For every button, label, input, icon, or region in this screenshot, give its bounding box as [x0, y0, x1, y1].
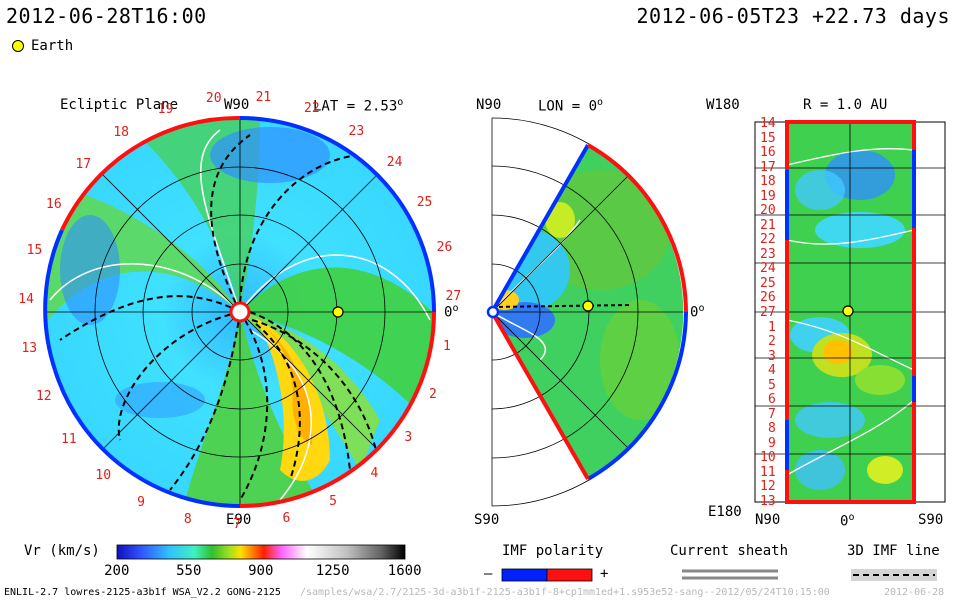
- earth-legend-label: Earth: [31, 38, 74, 54]
- current-sheath-title: Current sheath: [670, 543, 789, 559]
- radial-bottom-label: E180: [708, 504, 742, 520]
- radial-row-label: 19: [760, 188, 776, 204]
- radial-row-label: 15: [760, 130, 776, 146]
- ecliptic-number-label: 2: [428, 386, 437, 402]
- imf3d-title: 3D IMF line: [847, 543, 940, 559]
- radial-row-label: 18: [760, 174, 776, 190]
- ecliptic-number-label: 23: [348, 123, 365, 139]
- timestamp-label: 2012-06-28T16:00: [6, 4, 207, 28]
- ecliptic-number-label: 18: [113, 124, 130, 140]
- imf-minus-label: –: [484, 566, 493, 582]
- ecliptic-number-label: 27: [445, 289, 462, 305]
- ecliptic-lat-label: LAT = 2.53o: [313, 97, 404, 115]
- colorbar-tick-label: 550: [176, 563, 202, 579]
- colorbar-tick-label: 1250: [315, 563, 350, 579]
- ecliptic-right-label: 0o: [444, 303, 459, 321]
- radial-row-label: 22: [760, 232, 776, 248]
- ecliptic-number-label: 10: [95, 467, 112, 483]
- radial-row-label: 6: [768, 392, 776, 408]
- radial-row-label: 7: [768, 406, 776, 422]
- meridional-top-label: N90: [476, 97, 502, 113]
- ecliptic-number-label: 5: [329, 493, 337, 509]
- radial-top-label: W180: [706, 97, 740, 113]
- ecliptic-number-label: 21: [255, 90, 272, 106]
- ecliptic-plane-plot: [43, 115, 436, 508]
- ecliptic-number-label: 25: [416, 194, 433, 210]
- radial-row-label: 1: [768, 319, 776, 335]
- radial-row-label: 2: [768, 334, 776, 350]
- radial-row-label: 12: [760, 479, 776, 495]
- ecliptic-number-label: 4: [370, 466, 379, 482]
- colorbar-tick-label: 1600: [387, 563, 422, 579]
- radial-row-label: 14: [760, 116, 776, 131]
- footer-path: /samples/wsa/2.7/2125-3d-a3b1f-2125-a3b1…: [300, 587, 830, 598]
- ecliptic-number-label: 24: [386, 155, 403, 171]
- radial-row-label: 16: [760, 145, 776, 161]
- meridional-bottom-label: S90: [474, 512, 500, 528]
- radial-row-label: 3: [768, 348, 776, 364]
- meridional-plane-plot: [486, 117, 688, 507]
- ecliptic-number-label: 12: [35, 388, 52, 404]
- colorbar-tick-label: 200: [104, 563, 130, 579]
- ecliptic-number-label: 15: [26, 242, 43, 258]
- radial-row-label: 5: [768, 377, 776, 393]
- radial-row-label: 20: [760, 203, 776, 219]
- ecliptic-top-label: W90: [224, 97, 250, 113]
- colorbar-tick-label: 900: [248, 563, 274, 579]
- radial-r-label: R = 1.0 AU: [803, 97, 888, 113]
- radial-row-label: 11: [760, 464, 776, 480]
- ecliptic-number-label: 17: [75, 157, 92, 173]
- ecliptic-title: Ecliptic Plane: [60, 97, 179, 113]
- earth-marker-icon: [12, 40, 24, 52]
- radial-row-label: 8: [768, 421, 776, 437]
- colorbar-label: Vr (km/s): [24, 543, 100, 559]
- radial-row-label: 25: [760, 275, 776, 291]
- radial-row-label: 24: [760, 261, 776, 277]
- run-info-label: 2012-06-05T23 +22.73 days: [636, 4, 950, 28]
- imf-negative-swatch: [501, 568, 548, 582]
- radial-row-label: 17: [760, 159, 776, 175]
- radial-surface-plot: [754, 120, 946, 504]
- meridional-lon-label: LON = 0o: [538, 97, 604, 115]
- velocity-colorbar: [116, 544, 406, 560]
- ecliptic-number-label: 19: [157, 102, 174, 118]
- radial-x-mid-label: 0o: [840, 512, 855, 530]
- radial-row-label: 27: [760, 305, 776, 320]
- radial-row-label: 21: [760, 217, 776, 233]
- footer-date: 2012-06-28: [884, 587, 945, 598]
- ecliptic-number-label: 1: [442, 338, 451, 354]
- ecliptic-number-label: 6: [282, 510, 291, 526]
- imf-plus-label: +: [600, 566, 609, 582]
- ecliptic-number-label: 9: [137, 494, 145, 510]
- ecliptic-number-label: 26: [436, 240, 453, 256]
- ecliptic-number-label: 16: [46, 197, 62, 213]
- radial-row-label: 26: [760, 290, 776, 306]
- radial-row-label: 4: [768, 363, 776, 379]
- radial-row-label: 13: [760, 494, 776, 509]
- radial-row-label: 10: [760, 450, 776, 466]
- ecliptic-number-label: 8: [183, 511, 192, 527]
- ecliptic-number-label: 7: [233, 516, 242, 532]
- radial-x-left-label: N90: [755, 512, 781, 528]
- ecliptic-number-label: 22: [304, 101, 320, 117]
- ecliptic-number-label: 11: [61, 431, 77, 447]
- ecliptic-number-label: 14: [18, 291, 34, 307]
- meridional-right-label: 0o: [690, 303, 705, 321]
- ecliptic-bottom-label: E90: [226, 512, 252, 528]
- radial-x-right-label: S90: [918, 512, 944, 528]
- ecliptic-number-label: 3: [404, 429, 413, 445]
- radial-row-label: 9: [768, 435, 776, 451]
- radial-row-label: 23: [760, 246, 776, 262]
- ecliptic-number-label: 13: [21, 341, 38, 357]
- footer-model-info: ENLIL-2.7 lowres-2125-a3b1f WSA_V2.2 GON…: [4, 587, 281, 598]
- imf-positive-swatch: [546, 568, 593, 582]
- imf-polarity-title: IMF polarity: [502, 543, 604, 559]
- ecliptic-number-label: 20: [205, 90, 222, 106]
